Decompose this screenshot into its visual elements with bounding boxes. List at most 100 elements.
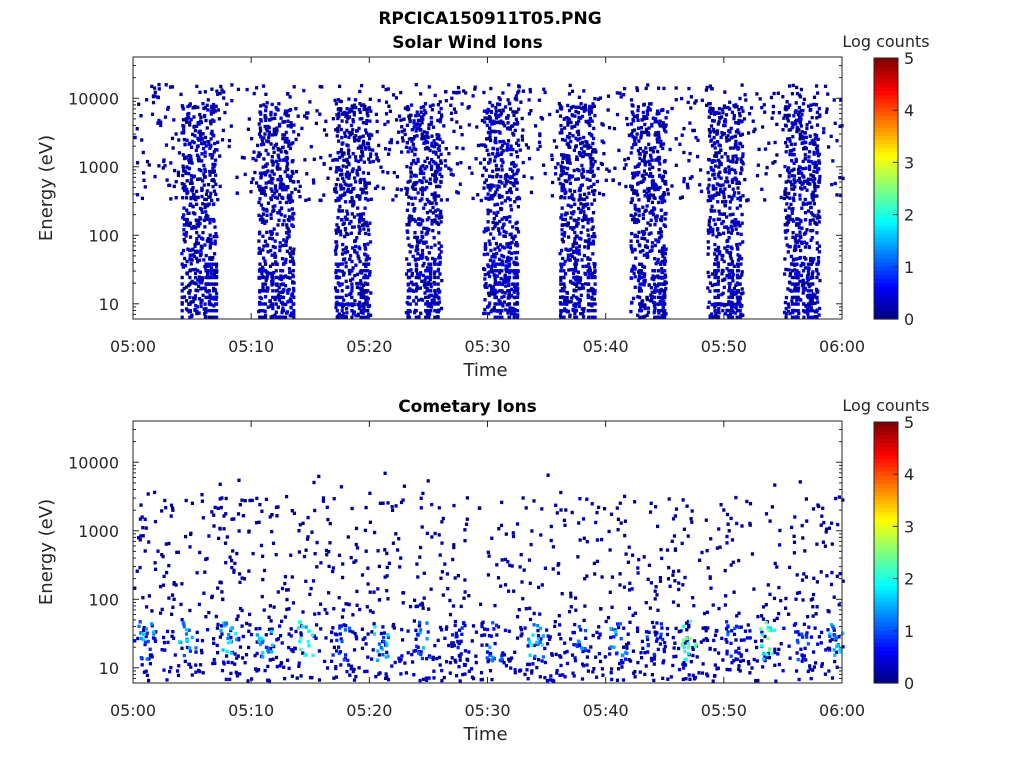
burst-cell — [563, 231, 567, 235]
burst-cell — [407, 269, 411, 273]
burst-cell — [634, 142, 638, 146]
burst-cell — [663, 315, 667, 319]
burst-cell — [353, 299, 357, 303]
burst-cell — [180, 282, 184, 286]
burst-cell — [419, 238, 423, 243]
spectrogram-cell — [328, 166, 333, 171]
burst-cell — [352, 215, 356, 219]
burst-cell — [646, 310, 651, 314]
burst-cell — [432, 260, 437, 264]
spectrogram-cell — [810, 115, 814, 120]
burst-cell — [348, 133, 352, 137]
spectrogram-cell — [387, 104, 391, 108]
spectrogram-cell — [345, 128, 349, 133]
burst-cell — [720, 272, 724, 276]
burst-cell — [577, 217, 581, 221]
burst-cell — [259, 143, 264, 147]
burst-cell — [212, 309, 216, 313]
burst-cell — [283, 109, 287, 113]
burst-cell — [567, 145, 571, 149]
spectrogram-cell — [326, 176, 330, 180]
burst-cell — [188, 248, 192, 253]
burst-cell — [352, 225, 356, 229]
burst-cell — [341, 176, 345, 180]
burst-cell — [271, 275, 275, 280]
burst-cell — [210, 257, 214, 261]
burst-cell — [190, 139, 195, 144]
burst-cell — [357, 167, 362, 171]
spectrogram-cell — [319, 155, 323, 160]
burst-cell — [632, 114, 636, 119]
spectrogram-cell — [264, 92, 268, 96]
burst-cell — [407, 223, 411, 227]
burst-cell — [483, 116, 487, 120]
burst-cell — [420, 230, 424, 234]
burst-cell — [341, 273, 346, 277]
burst-cell — [408, 119, 412, 123]
burst-cell — [259, 104, 263, 108]
burst-cell — [728, 146, 733, 150]
burst-cell — [735, 243, 739, 247]
burst-cell — [586, 289, 590, 293]
burst-cell — [368, 160, 372, 164]
spectrogram-cell — [165, 178, 169, 182]
burst-cell — [350, 289, 354, 293]
burst-cell — [206, 214, 210, 219]
burst-cell — [632, 271, 636, 275]
burst-cell — [508, 147, 512, 152]
burst-cell — [417, 240, 421, 245]
spectrogram-cell — [822, 127, 826, 131]
burst-cell — [186, 247, 190, 251]
burst-cell — [203, 167, 207, 171]
spectrogram-cell — [171, 146, 175, 150]
burst-cell — [806, 177, 810, 181]
spectrogram-cell — [210, 87, 214, 91]
burst-cell — [801, 159, 805, 164]
burst-cell — [560, 286, 564, 291]
burst-cell — [367, 257, 371, 261]
spectrogram-cell — [311, 178, 316, 182]
burst-cell — [723, 187, 727, 191]
spectrogram-cell — [430, 192, 434, 197]
burst-cell — [509, 152, 513, 157]
burst-cell — [180, 309, 184, 313]
burst-cell — [425, 165, 429, 169]
burst-cell — [582, 105, 586, 110]
burst-cell — [414, 114, 418, 118]
burst-cell — [257, 246, 261, 251]
spectrogram-cell — [689, 106, 693, 110]
spectrogram-cell — [657, 86, 661, 90]
burst-cell — [283, 149, 288, 154]
burst-cell — [500, 207, 504, 211]
burst-cell — [491, 220, 495, 225]
burst-cell — [734, 219, 738, 224]
spectrogram-cell — [560, 160, 565, 164]
burst-cell — [712, 218, 716, 222]
burst-cell — [661, 309, 665, 313]
burst-cell — [512, 237, 516, 241]
burst-cell — [438, 120, 442, 124]
burst-cell — [410, 139, 414, 143]
burst-cell — [558, 131, 562, 135]
spectrogram-cell — [733, 168, 737, 173]
burst-cell — [721, 212, 725, 216]
burst-cell — [589, 153, 593, 157]
spectrogram-cell — [707, 128, 711, 132]
burst-cell — [485, 285, 489, 289]
spectrogram-cell — [216, 108, 220, 112]
burst-cell — [662, 262, 666, 266]
burst-cell — [642, 169, 647, 173]
burst-cell — [279, 274, 283, 278]
burst-cell — [183, 169, 187, 173]
burst-cell — [581, 154, 585, 158]
burst-cell — [427, 126, 431, 131]
burst-cell — [638, 289, 642, 293]
burst-cell — [574, 282, 579, 286]
burst-cell — [662, 311, 666, 315]
burst-cell — [565, 302, 569, 306]
burst-cell — [280, 185, 284, 189]
burst-cell — [334, 170, 338, 174]
burst-cell — [507, 302, 511, 306]
burst-cell — [586, 228, 590, 232]
spectrogram-cell — [277, 193, 282, 197]
